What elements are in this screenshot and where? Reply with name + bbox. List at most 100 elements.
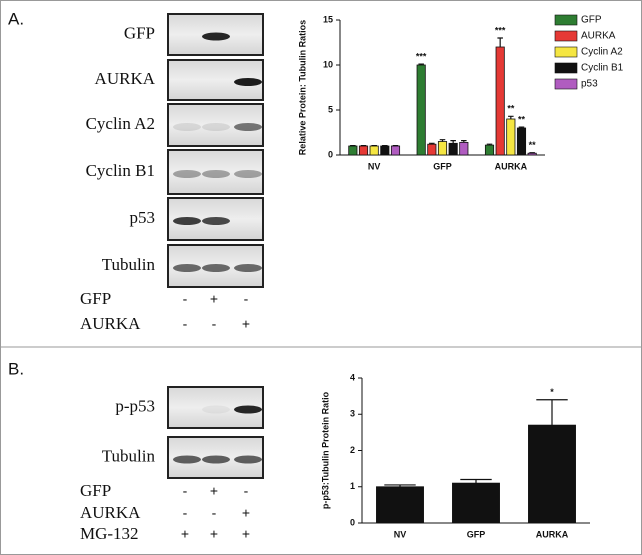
bar [495, 46, 505, 156]
condition-mark: + [242, 505, 250, 521]
blot-label: Cyclin B1 [86, 161, 155, 180]
condition-mark: + [242, 526, 250, 542]
x-tick-label: NV [394, 529, 407, 539]
y-tick-label: 0 [350, 517, 355, 527]
condition-mark: - [244, 291, 249, 307]
bar [516, 127, 527, 156]
condition-mark: + [181, 526, 189, 542]
legend-swatch [554, 30, 578, 42]
panel-label: A. [8, 9, 24, 28]
blot-band [234, 78, 262, 86]
bar [459, 141, 469, 156]
error-bar [461, 140, 467, 143]
error-bar [536, 399, 568, 426]
condition-mark: - [183, 483, 188, 499]
x-tick-label: GFP [467, 529, 486, 539]
error-bar [486, 143, 493, 146]
blot-band [234, 264, 262, 272]
condition-mark: - [183, 505, 188, 521]
error-bar [450, 140, 456, 144]
x-tick-label: AURKA [536, 529, 569, 539]
x-tick-label: AURKA [495, 161, 528, 171]
blot [167, 149, 264, 195]
error-bar [508, 115, 514, 119]
condition-mark: + [210, 291, 218, 307]
bar [448, 142, 458, 156]
error-bar [497, 37, 503, 47]
legend-label: Cyclin A2 [581, 47, 623, 58]
condition-label: AURKA [80, 503, 141, 522]
condition-mark: - [212, 316, 217, 332]
y-tick-label: 3 [350, 409, 355, 419]
blot-band [173, 170, 201, 178]
bar [416, 64, 426, 156]
error-bar [518, 126, 525, 128]
y-tick-label: 1 [350, 481, 355, 491]
condition-mark: + [210, 483, 218, 499]
condition-mark: + [210, 526, 218, 542]
bar [376, 486, 424, 524]
blot-band [173, 455, 201, 464]
condition-label: AURKA [80, 314, 141, 333]
x-tick-label: GFP [433, 161, 452, 171]
significance-label: *** [416, 51, 427, 61]
condition-label: GFP [80, 481, 111, 500]
bar [358, 145, 369, 156]
legend-swatch [554, 14, 578, 26]
bar [528, 424, 576, 524]
blot-band [202, 217, 230, 225]
blot-band [202, 32, 230, 41]
legend-label: Cyclin B1 [581, 63, 624, 74]
blot-label: Cyclin A2 [86, 114, 155, 133]
bar [452, 482, 500, 524]
condition-mark: + [242, 316, 250, 332]
error-bar [384, 484, 416, 487]
legend-swatch [554, 46, 578, 58]
condition-mark: - [212, 505, 217, 521]
blot-label: GFP [124, 23, 155, 42]
blot-label: AURKA [95, 69, 156, 88]
blot-label: p-p53 [115, 396, 155, 415]
bar [506, 118, 516, 156]
bar [484, 144, 495, 156]
legend-label: GFP [581, 15, 602, 26]
blot-band [173, 264, 201, 272]
error-bar [439, 139, 446, 142]
y-tick-label: 0 [328, 149, 333, 159]
significance-label: ** [507, 104, 515, 114]
condition-mark: - [183, 316, 188, 332]
significance-label: ** [518, 114, 526, 124]
blot-band [202, 455, 230, 464]
blot-band [202, 170, 230, 178]
y-axis-label: p-p53:Tubulin Protein Ratio [320, 391, 330, 509]
x-tick-label: NV [368, 161, 381, 171]
bar [427, 143, 437, 156]
significance-label: * [550, 387, 554, 397]
blot-label: p53 [130, 208, 156, 227]
error-bar [460, 478, 492, 484]
legend-swatch [554, 78, 578, 90]
blot-band [234, 405, 262, 414]
y-tick-label: 15 [323, 14, 333, 24]
blot-band [234, 123, 262, 131]
y-axis-label: Relative Protein: Tubulin Ratios [297, 20, 307, 155]
y-tick-label: 2 [350, 445, 355, 455]
blot-band [202, 123, 230, 131]
y-tick-label: 10 [323, 59, 333, 69]
blot-label: Tubulin [102, 255, 156, 274]
bar [380, 145, 390, 156]
error-bar [418, 63, 424, 65]
condition-mark: - [183, 291, 188, 307]
condition-mark: - [244, 483, 249, 499]
legend-label: p53 [581, 79, 598, 90]
significance-label: ** [529, 140, 537, 150]
condition-label: MG-132 [80, 524, 139, 543]
error-bar [429, 142, 435, 145]
bar [369, 145, 379, 156]
condition-label: GFP [80, 289, 111, 308]
bar [390, 145, 401, 156]
bar [348, 145, 358, 156]
blot-band [202, 405, 230, 414]
significance-label: *** [495, 25, 506, 35]
y-tick-label: 4 [350, 372, 355, 382]
